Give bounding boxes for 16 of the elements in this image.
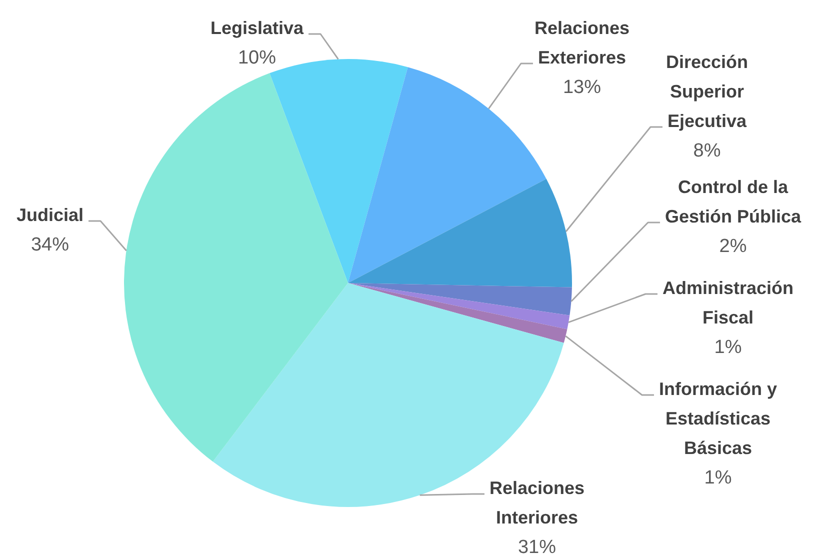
slice-label: Administración Fiscal (662, 278, 794, 328)
slice-label: Control de la Gestión Pública (664, 176, 802, 226)
slice-label: Información y Estadísticas Básicas (658, 378, 778, 458)
data-label: 1% (714, 337, 742, 358)
data-label: 31% (518, 537, 556, 556)
slice-label: Relaciones Interiores (489, 478, 585, 528)
slice-label: Relaciones Exteriores (534, 18, 630, 68)
data-label: 13% (562, 77, 602, 98)
data-label: 8% (693, 140, 721, 162)
slice-label: Judicial (16, 204, 84, 225)
data-label: 10% (238, 48, 276, 69)
data-label: 1% (704, 468, 732, 489)
slice-label: Legislativa (210, 18, 305, 38)
slice-label: Dirección Superior Ejecutiva (666, 52, 748, 131)
data-label: 34% (30, 234, 70, 256)
data-label: 2% (719, 236, 747, 258)
